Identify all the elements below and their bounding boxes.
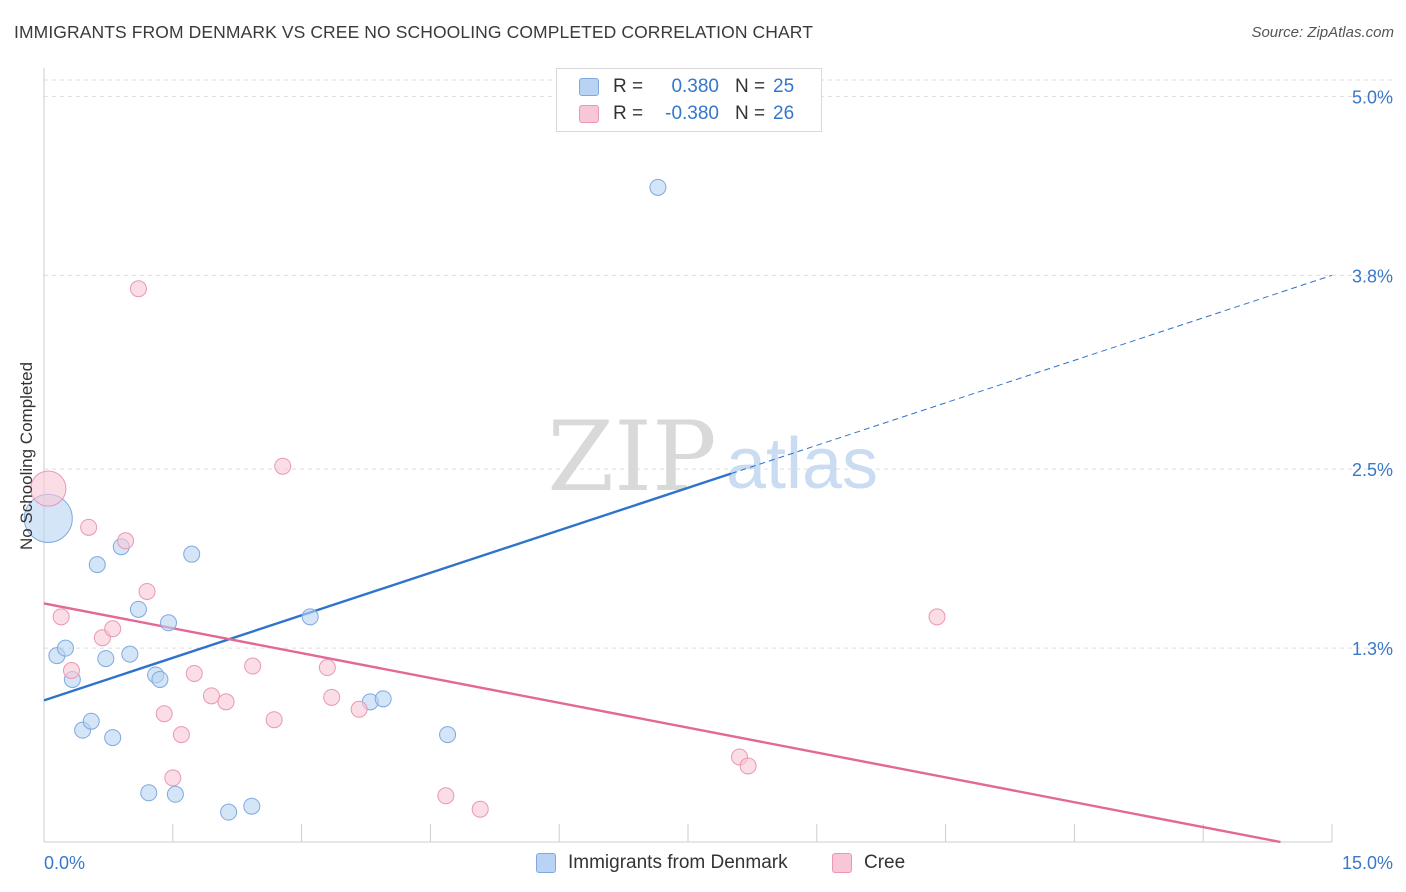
axes-layer xyxy=(43,68,1333,843)
y-tick-label: 5.0% xyxy=(1352,87,1393,107)
point-denmark xyxy=(374,690,392,708)
point-denmark xyxy=(140,784,158,802)
point-denmark xyxy=(88,556,106,574)
point-cree xyxy=(172,726,190,744)
point-cree xyxy=(30,470,67,507)
y-tick-label: 1.3% xyxy=(1352,639,1393,659)
point-cree xyxy=(80,518,98,536)
legend-r-value: -0.380 xyxy=(665,103,719,124)
source-label: Source: ZipAtlas.com xyxy=(1251,24,1394,41)
point-cree xyxy=(217,693,235,711)
point-cree xyxy=(265,711,283,729)
point-cree xyxy=(318,659,336,677)
point-cree xyxy=(437,787,455,805)
point-cree xyxy=(471,800,489,818)
point-denmark xyxy=(220,803,238,821)
x-tick-label: 15.0% xyxy=(1342,853,1393,873)
point-cree xyxy=(164,769,182,787)
series-legend-denmark[interactable]: Immigrants from Denmark xyxy=(536,852,788,874)
correlation-legend: R = 0.380 N = 25 R = -0.380 N = 26 xyxy=(556,68,822,132)
legend-r-label: R = xyxy=(613,103,644,124)
point-denmark xyxy=(301,608,319,626)
y-tick-label: 3.8% xyxy=(1352,266,1393,286)
watermark-atlas: atlas xyxy=(726,424,878,504)
legend-r-value: 0.380 xyxy=(671,76,719,97)
x-tick-label: 0.0% xyxy=(44,853,85,873)
point-denmark xyxy=(166,785,184,803)
legend-swatch-denmark xyxy=(579,78,599,96)
point-cree xyxy=(244,657,262,675)
point-denmark xyxy=(56,639,74,657)
watermark: ZIP atlas xyxy=(547,401,878,513)
legend-n-value: 26 xyxy=(773,103,795,124)
point-cree xyxy=(185,664,203,682)
legend-n-label: N = xyxy=(735,76,766,97)
point-denmark xyxy=(121,645,139,663)
trend-line-cree xyxy=(43,602,1281,844)
grid-layer xyxy=(44,79,1392,649)
point-cree xyxy=(350,700,368,718)
point-denmark xyxy=(151,670,169,688)
trend-line-denmark xyxy=(43,472,732,702)
tick-label-layer: 1.3% 2.5% 3.8% 5.0% 0.0% 15.0% xyxy=(44,87,1393,873)
point-denmark xyxy=(97,650,115,668)
point-cree xyxy=(138,582,156,600)
point-denmark xyxy=(160,614,178,632)
trend-line-denmark-extension xyxy=(730,274,1333,475)
point-cree xyxy=(202,687,220,705)
points-layer xyxy=(23,178,946,821)
legend-r-label: R = xyxy=(613,76,644,97)
series-swatch-cree xyxy=(832,853,852,873)
point-denmark xyxy=(104,729,122,747)
point-cree xyxy=(323,688,341,706)
trend-layer xyxy=(43,274,1333,844)
chart-title: IMMIGRANTS FROM DENMARK VS CREE NO SCHOO… xyxy=(14,22,813,42)
point-denmark xyxy=(439,726,457,744)
point-cree xyxy=(928,608,946,626)
point-cree xyxy=(104,620,122,638)
point-denmark xyxy=(183,545,201,563)
point-cree xyxy=(129,280,147,298)
point-denmark xyxy=(649,178,667,196)
legend-n-label: N = xyxy=(735,103,766,124)
legend-row-denmark: R = 0.380 N = 25 xyxy=(579,75,794,99)
point-cree xyxy=(274,457,292,475)
point-denmark xyxy=(243,797,261,815)
series-legend-denmark-label: Immigrants from Denmark xyxy=(568,852,788,873)
y-axis-label: No Schooling Completed xyxy=(17,361,36,551)
legend-n-value: 25 xyxy=(773,76,795,97)
y-tick-label: 2.5% xyxy=(1352,460,1393,480)
point-denmark xyxy=(129,600,147,618)
point-cree xyxy=(739,757,757,775)
series-legend: Immigrants from Denmark Cree xyxy=(0,852,1406,878)
series-swatch-denmark xyxy=(536,853,556,873)
series-legend-cree-label: Cree xyxy=(864,852,906,873)
point-cree xyxy=(155,705,173,723)
watermark-zip: ZIP xyxy=(547,401,716,513)
point-cree xyxy=(62,662,80,680)
point-cree xyxy=(117,532,135,550)
point-cree xyxy=(52,608,70,626)
point-denmark xyxy=(82,712,100,730)
series-legend-cree[interactable]: Cree xyxy=(832,852,905,874)
legend-row-cree: R = -0.380 N = 26 xyxy=(579,102,794,126)
legend-swatch-cree xyxy=(579,105,599,123)
